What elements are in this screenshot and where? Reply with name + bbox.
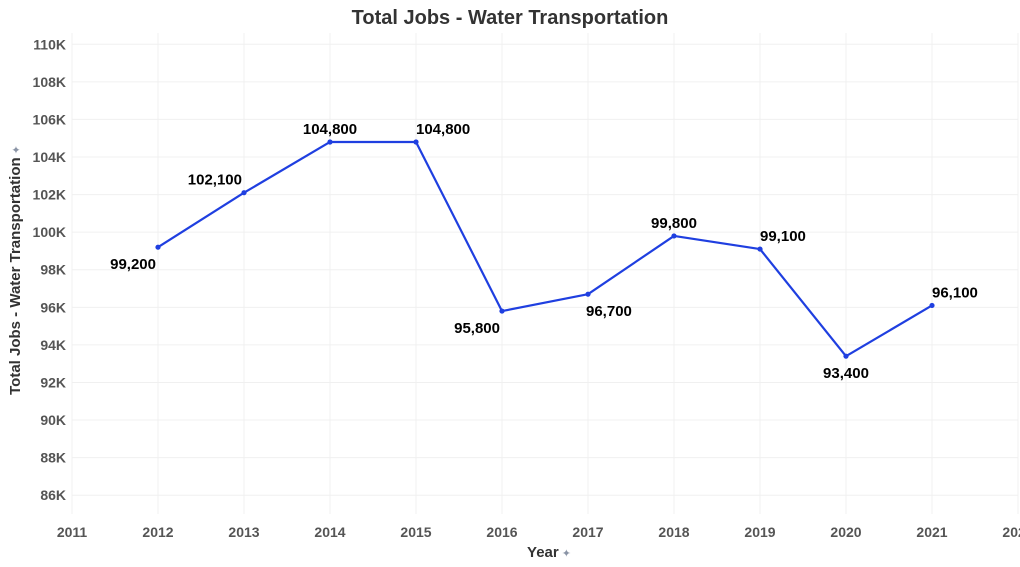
data-label: 93,400 <box>823 365 869 382</box>
x-tick-label: 2011 <box>57 524 88 540</box>
data-point[interactable] <box>241 190 247 196</box>
x-tick-label: 2012 <box>142 524 173 540</box>
data-label: 99,800 <box>651 215 697 232</box>
data-label: 104,800 <box>303 121 357 138</box>
series-group <box>155 139 935 359</box>
x-tick-label: 2020 <box>830 524 861 540</box>
data-point[interactable] <box>843 353 849 359</box>
y-tick-label: 100K <box>33 224 66 240</box>
y-axis-ticks: 86K 88K 90K 92K 94K 96K 98K 100K 102K 104K 106K 108… <box>33 36 66 503</box>
y-tick-label: 90K <box>40 412 66 428</box>
data-label: 96,100 <box>932 284 978 301</box>
y-tick-label: 88K <box>40 450 66 466</box>
data-point[interactable] <box>413 139 419 145</box>
data-point[interactable] <box>585 291 591 297</box>
y-gridlines <box>72 43 1018 496</box>
data-labels: 99,200 102,100 104,800 104,800 95,800 96,700 9… <box>110 121 978 382</box>
data-point[interactable] <box>499 308 505 314</box>
x-tick-label: 2016 <box>486 524 517 540</box>
y-tick-label: 98K <box>40 262 66 278</box>
x-tick-label: 2021 <box>916 524 947 540</box>
pin-icon[interactable]: ✦ <box>11 145 23 154</box>
x-tick-label: 2015 <box>400 524 431 540</box>
y-tick-label: 94K <box>40 337 66 353</box>
data-label: 104,800 <box>416 121 470 138</box>
pin-icon[interactable]: ✦ <box>562 548 571 560</box>
y-tick-label: 104K <box>33 149 66 165</box>
chart-title: Total Jobs - Water Transportation <box>352 7 669 29</box>
y-tick-label: 86K <box>40 487 66 503</box>
x-axis-title[interactable]: Year ✦ <box>527 544 571 561</box>
x-tick-label: 2014 <box>314 524 345 540</box>
x-gridlines <box>71 33 1019 514</box>
x-tick-label: 2017 <box>572 524 603 540</box>
data-label: 99,200 <box>110 256 156 273</box>
y-axis-title[interactable]: Total Jobs - Water Transportation ✦ <box>7 145 24 395</box>
data-label: 96,700 <box>586 303 632 320</box>
x-tick-label: 2018 <box>658 524 689 540</box>
y-tick-label: 96K <box>40 299 66 315</box>
data-point[interactable] <box>757 246 763 252</box>
data-point[interactable] <box>671 233 677 239</box>
x-tick-label: 2022 <box>1002 524 1020 540</box>
y-axis-title-text: Total Jobs - Water Transportation <box>7 157 24 395</box>
y-tick-label: 110K <box>33 36 66 52</box>
data-point[interactable] <box>929 302 935 309</box>
x-tick-label: 2013 <box>228 524 259 540</box>
y-tick-label: 92K <box>40 374 66 390</box>
y-tick-label: 102K <box>33 187 66 203</box>
y-tick-label: 108K <box>33 74 66 90</box>
x-axis-ticks: 2011 2012 2013 2014 2015 2016 2017 2018 2019 2020… <box>57 524 1020 540</box>
data-point[interactable] <box>327 139 333 145</box>
data-label: 95,800 <box>454 320 500 337</box>
series-line[interactable] <box>157 140 933 358</box>
data-label: 102,100 <box>188 172 242 189</box>
y-tick-label: 106K <box>33 111 66 127</box>
data-point[interactable] <box>155 244 161 250</box>
data-label: 99,100 <box>760 228 806 245</box>
x-axis-title-text: Year <box>527 544 559 561</box>
x-tick-label: 2019 <box>744 524 775 540</box>
